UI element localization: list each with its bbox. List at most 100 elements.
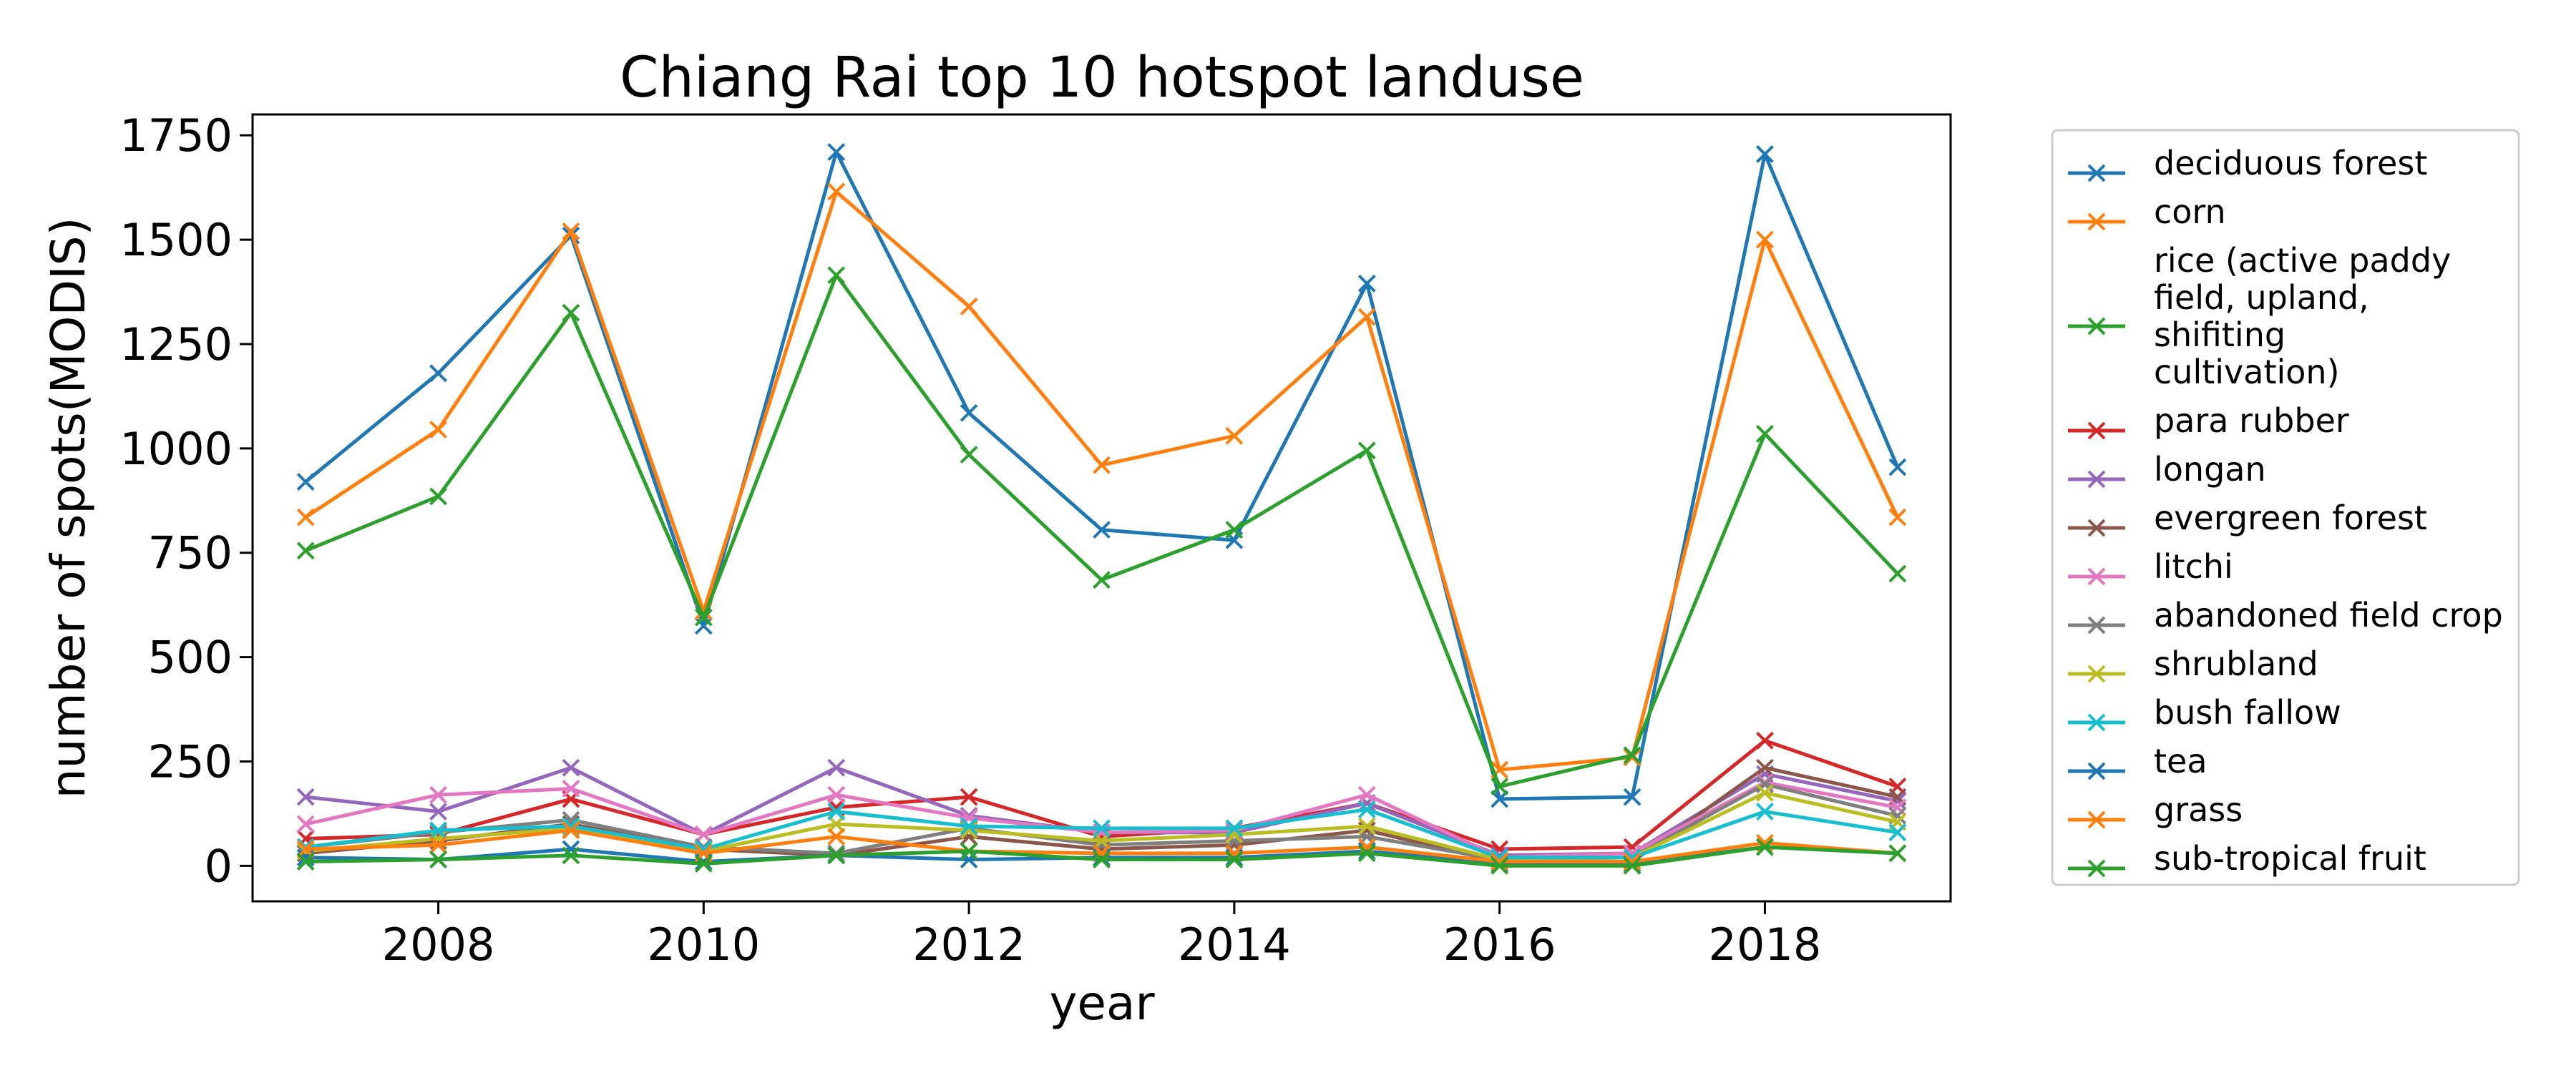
x-axis-title: year: [1049, 976, 1155, 1031]
data-point: [1756, 783, 1774, 802]
chart-title: Chiang Rai top 10 hotspot landuse: [620, 46, 1584, 110]
legend-label: corn: [2154, 192, 2226, 231]
data-point: [694, 855, 713, 873]
data-point: [1093, 456, 1111, 474]
data-point: [827, 828, 846, 846]
data-point: [960, 842, 978, 861]
series-line: [304, 190, 1900, 772]
data-point: [1093, 831, 1111, 850]
y-tick-label: 750: [148, 527, 233, 579]
data-point: [960, 403, 978, 422]
data-point: [562, 819, 580, 838]
legend-label: sub-tropical fruit: [2154, 839, 2426, 878]
x-tick-label: 2010: [647, 918, 760, 971]
data-point: [1225, 521, 1244, 539]
data-point: [1623, 746, 1641, 765]
x-tick-label: 2014: [1178, 918, 1291, 971]
legend-marker: [2087, 859, 2106, 878]
data-point: [960, 851, 978, 869]
data-point: [1888, 458, 1907, 476]
data-point: [1491, 790, 1509, 808]
legend-item: rice (active paddy field, upland, shifitin…: [2068, 241, 2451, 391]
legend-item: longan: [2068, 450, 2266, 489]
data-point: [827, 844, 846, 863]
data-point: [1888, 823, 1907, 842]
legend-item: evergreen forest: [2068, 499, 2427, 537]
data-point: [1623, 748, 1641, 767]
x-tick-label: 2008: [382, 918, 495, 971]
data-point: [296, 542, 315, 560]
legend-marker: [2087, 470, 2106, 489]
data-point: [1491, 856, 1509, 875]
legend-item: abandoned field crop: [2068, 596, 2503, 635]
data-point: [960, 446, 978, 464]
data-point: [296, 853, 315, 871]
data-point: [1756, 230, 1774, 249]
data-point: [1093, 851, 1111, 869]
data-point: [429, 487, 447, 506]
data-point: [1756, 775, 1774, 794]
legend-items: deciduous forest corn rice (active paddy fi…: [2068, 144, 2503, 878]
data-point: [562, 846, 580, 865]
legend-marker: [2087, 421, 2106, 440]
plot-area: [251, 113, 1952, 903]
data-point: [429, 785, 447, 804]
y-axis: 0 250 500 750 1000 1250 1500 1750: [119, 109, 253, 892]
data-point: [827, 785, 846, 804]
data-point: [1756, 731, 1774, 750]
legend-label: grass: [2154, 790, 2243, 829]
data-point: [1756, 758, 1774, 777]
legend-marker: [2087, 212, 2106, 231]
data-point: [1623, 788, 1641, 806]
legend-label-line: cultivation): [2154, 353, 2340, 391]
data-point: [1357, 800, 1376, 819]
data-point: [694, 825, 713, 844]
data-point: [1357, 817, 1376, 836]
legend-item: bush fallow: [2068, 693, 2341, 732]
data-point: [1491, 855, 1509, 873]
data-point: [296, 473, 315, 491]
legend-marker: [2087, 713, 2106, 732]
data-point: [1756, 838, 1774, 856]
data-point: [1357, 844, 1376, 863]
data-point: [694, 617, 713, 635]
data-point: [1756, 145, 1774, 163]
data-point: [296, 815, 315, 833]
data-point: [296, 788, 315, 806]
data-point: [1357, 441, 1376, 460]
series-2: [296, 266, 1907, 795]
y-tick-label: 1500: [119, 214, 233, 266]
legend-item: deciduous forest: [2068, 144, 2427, 182]
data-point: [694, 608, 713, 627]
data-point: [1623, 856, 1641, 875]
data-point: [1888, 844, 1907, 863]
series-line: [304, 150, 1900, 801]
data-point: [429, 821, 447, 840]
data-point: [960, 817, 978, 836]
data-point: [429, 836, 447, 854]
data-point: [429, 421, 447, 438]
legend-label: evergreen forest: [2154, 499, 2427, 537]
data-point: [1357, 308, 1376, 326]
series-9: [296, 800, 1907, 867]
legend-item: litchi: [2068, 547, 2233, 586]
data-point: [960, 819, 978, 838]
legend-marker: [2087, 317, 2106, 335]
y-tick-label: 0: [205, 840, 233, 892]
legend-label-line: shifiting: [2154, 315, 2285, 354]
legend-label: rice (active paddy field, upland, shifitin…: [2154, 241, 2451, 391]
data-point: [429, 364, 447, 383]
data-point: [429, 803, 447, 820]
data-point: [960, 788, 978, 806]
data-point: [1225, 851, 1244, 869]
legend: deciduous forest corn rice (active paddy fi…: [2051, 129, 2520, 886]
data-point: [429, 851, 447, 869]
data-point: [1623, 855, 1641, 873]
legend-item: para rubber: [2068, 401, 2349, 440]
data-point: [1756, 425, 1774, 443]
x-tick-label: 2016: [1443, 918, 1556, 971]
data-point: [827, 846, 846, 865]
series-1: [296, 182, 1907, 779]
legend-label: bush fallow: [2154, 693, 2341, 732]
